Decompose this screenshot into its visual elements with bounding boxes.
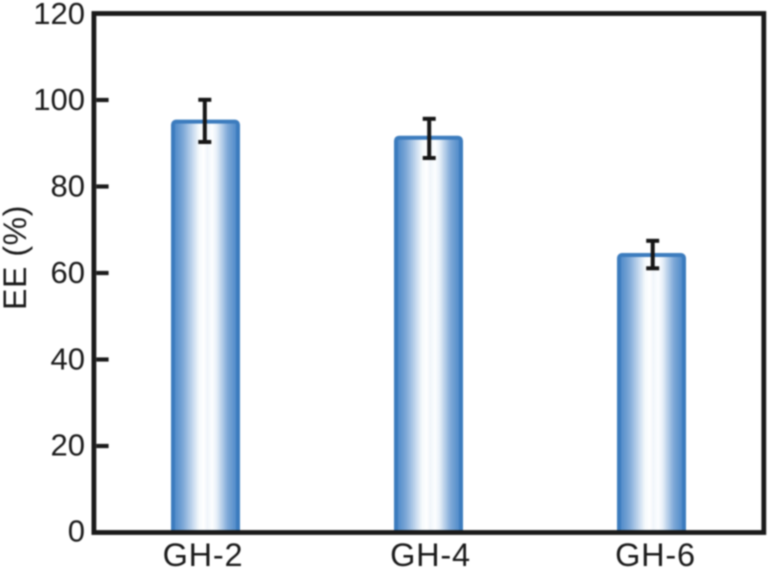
svg-text:EE (%): EE (%) [0, 205, 33, 310]
svg-text:40: 40 [51, 342, 85, 377]
svg-text:GH-2: GH-2 [163, 537, 244, 568]
svg-text:0: 0 [68, 514, 85, 549]
svg-text:60: 60 [51, 255, 85, 290]
svg-text:100: 100 [33, 82, 85, 117]
svg-text:20: 20 [51, 428, 85, 463]
svg-text:GH-4: GH-4 [390, 537, 471, 568]
svg-text:GH-6: GH-6 [615, 537, 696, 568]
svg-text:120: 120 [33, 0, 85, 31]
svg-text:80: 80 [51, 169, 85, 204]
